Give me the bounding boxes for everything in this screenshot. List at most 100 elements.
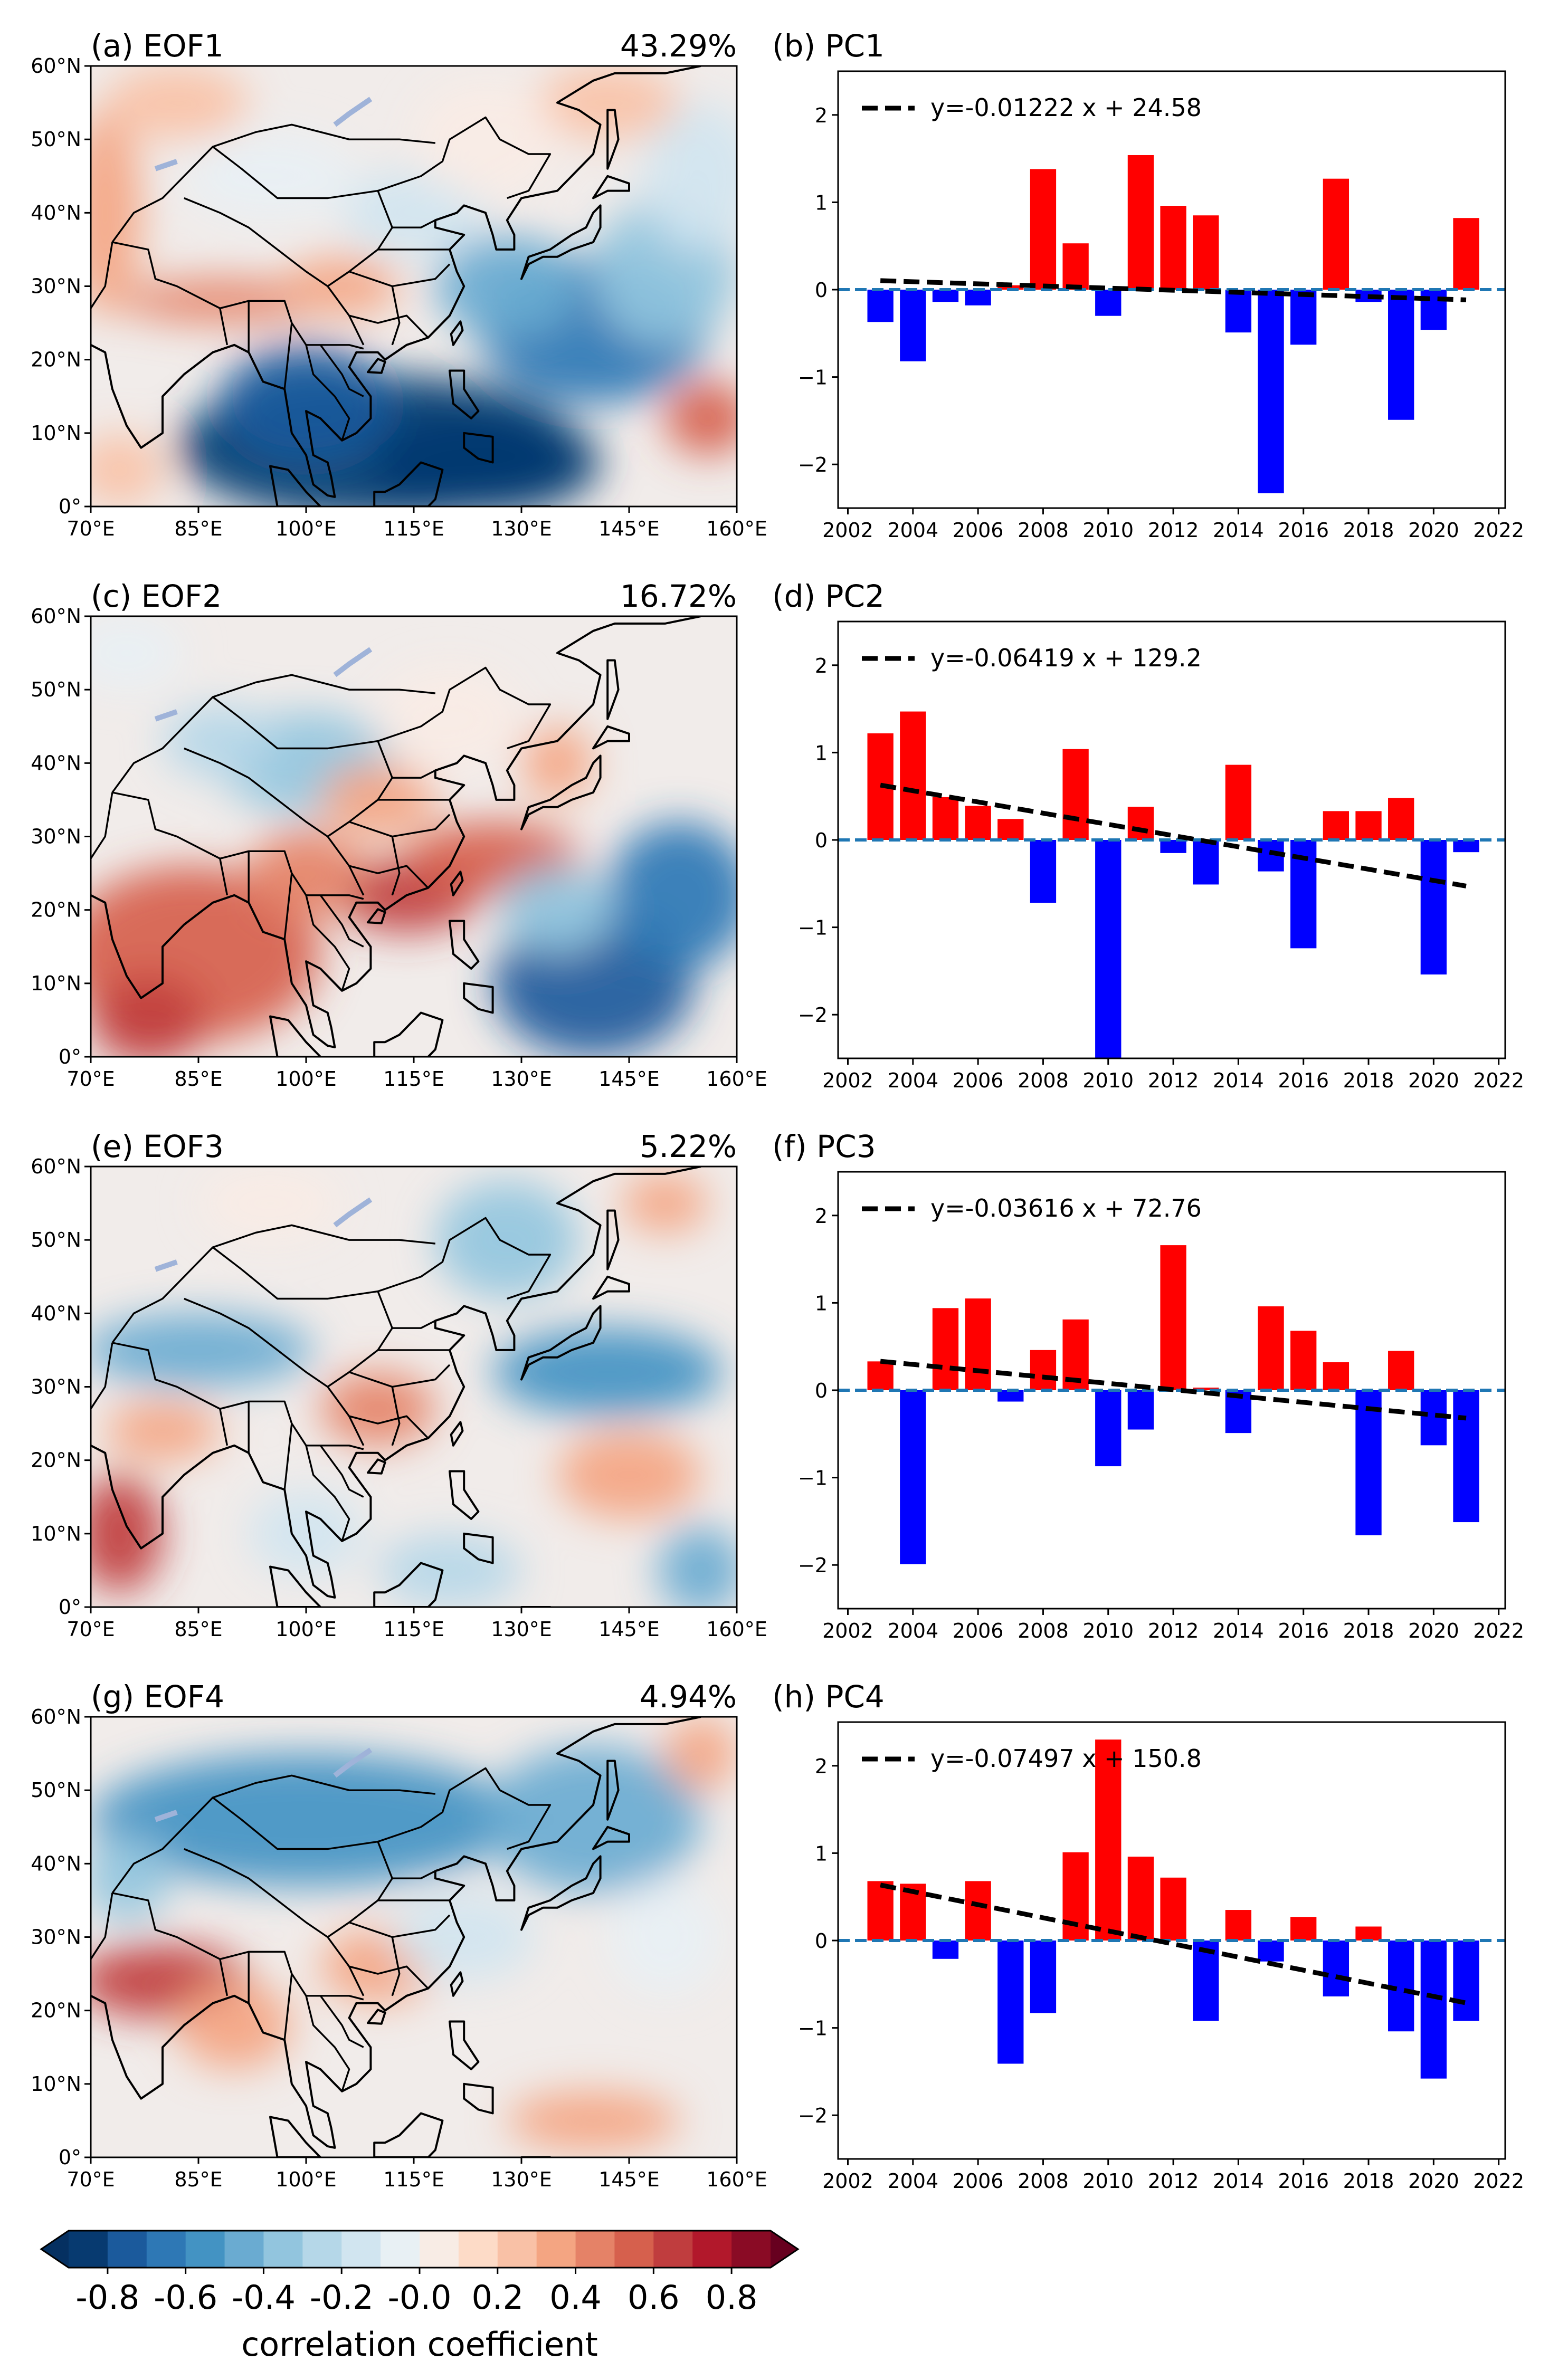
- bar-2015: [1258, 290, 1284, 493]
- country-border: [305, 1445, 350, 1542]
- field-anomaly: [643, 102, 737, 250]
- country-border: [348, 865, 365, 896]
- field-contours: [91, 66, 737, 506]
- bars: [838, 1739, 1505, 2079]
- lon-tick-label: 130°E: [491, 2168, 552, 2191]
- colorbar-level: [146, 2231, 186, 2268]
- country-border: [348, 315, 365, 346]
- lon-tick-label: 160°E: [706, 1618, 767, 1641]
- lon-tick-label: 130°E: [491, 517, 552, 540]
- year-tick-label: 2010: [1082, 519, 1134, 542]
- bar-2014: [1225, 764, 1252, 840]
- bar-2005: [932, 1941, 959, 1959]
- bar-2021: [1453, 1941, 1479, 2021]
- year-tick-label: 2020: [1408, 1069, 1459, 1092]
- colorbar-level: [185, 2231, 225, 2268]
- bar-2005: [932, 290, 959, 302]
- island-coastline: [373, 1562, 444, 1607]
- island-coastline: [606, 109, 620, 170]
- pc-title: (b) PC1: [772, 28, 885, 64]
- year-tick-label: 2022: [1473, 1619, 1524, 1642]
- year-tick-label: 2022: [1473, 2169, 1524, 2193]
- bar-2012: [1160, 1877, 1186, 1941]
- colorbar-level: [263, 2231, 303, 2268]
- bar-2006: [965, 1881, 991, 1941]
- field-anomaly: [91, 110, 141, 316]
- field-anomaly: [536, 66, 680, 140]
- bar-2018: [1355, 1926, 1382, 1941]
- country-border: [319, 894, 364, 948]
- colorbar-level: [420, 2231, 459, 2268]
- bar-2008: [1030, 169, 1057, 290]
- eof-field: [91, 1167, 737, 1607]
- bar-2006: [965, 1298, 991, 1390]
- year-tick-label: 2022: [1473, 519, 1524, 542]
- country-border: [283, 873, 293, 940]
- colorbar-tick-label: 0.4: [549, 2278, 602, 2317]
- bar-2018: [1355, 811, 1382, 840]
- field-anomaly: [607, 821, 737, 969]
- value-tick-label: 2: [815, 104, 828, 127]
- value-tick-label: 0: [815, 1929, 828, 1953]
- year-tick-label: 2016: [1278, 2169, 1329, 2193]
- bar-2010: [1095, 290, 1122, 316]
- bar-2012: [1160, 1245, 1186, 1390]
- bar-2004: [900, 1390, 926, 1564]
- bar-2019: [1388, 290, 1414, 420]
- legend-trend-equation: y=-0.06419 x + 129.2: [930, 644, 1202, 672]
- lake-baikal: [333, 1747, 373, 1778]
- trend-line: [880, 1882, 1467, 2005]
- field-anomaly: [198, 1167, 342, 1240]
- bar-2016: [1290, 290, 1317, 345]
- field-anomaly: [163, 704, 278, 778]
- island-coastline: [450, 320, 464, 346]
- year-tick-label: 2018: [1343, 2169, 1394, 2193]
- lon-tick-label: 85°E: [174, 2168, 222, 2191]
- island-coastline: [520, 1056, 552, 1057]
- lon-tick-label: 70°E: [66, 1618, 115, 1641]
- value-tick-label: −2: [798, 1003, 828, 1027]
- lat-tick-label: 10°N: [31, 422, 81, 445]
- island-coastline: [463, 432, 494, 464]
- bar-2013: [1193, 1388, 1219, 1390]
- year-tick-label: 2016: [1278, 1619, 1329, 1642]
- island-coastline: [373, 461, 444, 506]
- colorbar-level: [69, 2231, 108, 2268]
- bar-2012: [1160, 206, 1186, 290]
- country-border: [184, 190, 393, 288]
- map-title: (e) EOF3: [91, 1129, 224, 1164]
- year-tick-label: 2008: [1018, 1619, 1069, 1642]
- colorbar-level: [614, 2231, 654, 2268]
- lat-tick-label: 40°N: [31, 201, 81, 224]
- year-tick-label: 2004: [887, 1619, 938, 1642]
- bar-2013: [1193, 840, 1219, 885]
- country-border: [91, 242, 113, 310]
- bars: [838, 1245, 1505, 1564]
- island-coastline: [520, 505, 552, 506]
- trend-line: [880, 782, 1467, 888]
- explained-variance: 43.29%: [620, 28, 737, 64]
- field-anomaly: [91, 433, 163, 506]
- island-coastline: [463, 982, 494, 1014]
- lat-tick-label: 40°N: [31, 1852, 81, 1875]
- bar-2010: [1095, 1739, 1122, 1941]
- colorbar-level: [341, 2231, 381, 2268]
- year-tick-label: 2018: [1343, 1619, 1394, 1642]
- lat-tick-label: 30°N: [31, 1926, 81, 1949]
- country-border: [319, 1445, 364, 1498]
- value-tick-label: 1: [815, 1842, 828, 1865]
- field-anomaly: [622, 1173, 708, 1233]
- country-border: [391, 1937, 401, 1996]
- lon-tick-label: 145°E: [598, 1618, 660, 1641]
- lat-tick-label: 0°: [59, 495, 81, 518]
- field-anomaly: [378, 667, 521, 771]
- year-tick-label: 2006: [953, 519, 1004, 542]
- value-tick-label: 2: [815, 1755, 828, 1778]
- lake-baikal: [333, 97, 373, 127]
- field-anomaly: [486, 1746, 701, 1893]
- country-border: [91, 792, 113, 861]
- bar-2017: [1323, 178, 1350, 290]
- trend-line: [880, 278, 1467, 302]
- year-tick-label: 2018: [1343, 1069, 1394, 1092]
- bar-2021: [1453, 218, 1479, 290]
